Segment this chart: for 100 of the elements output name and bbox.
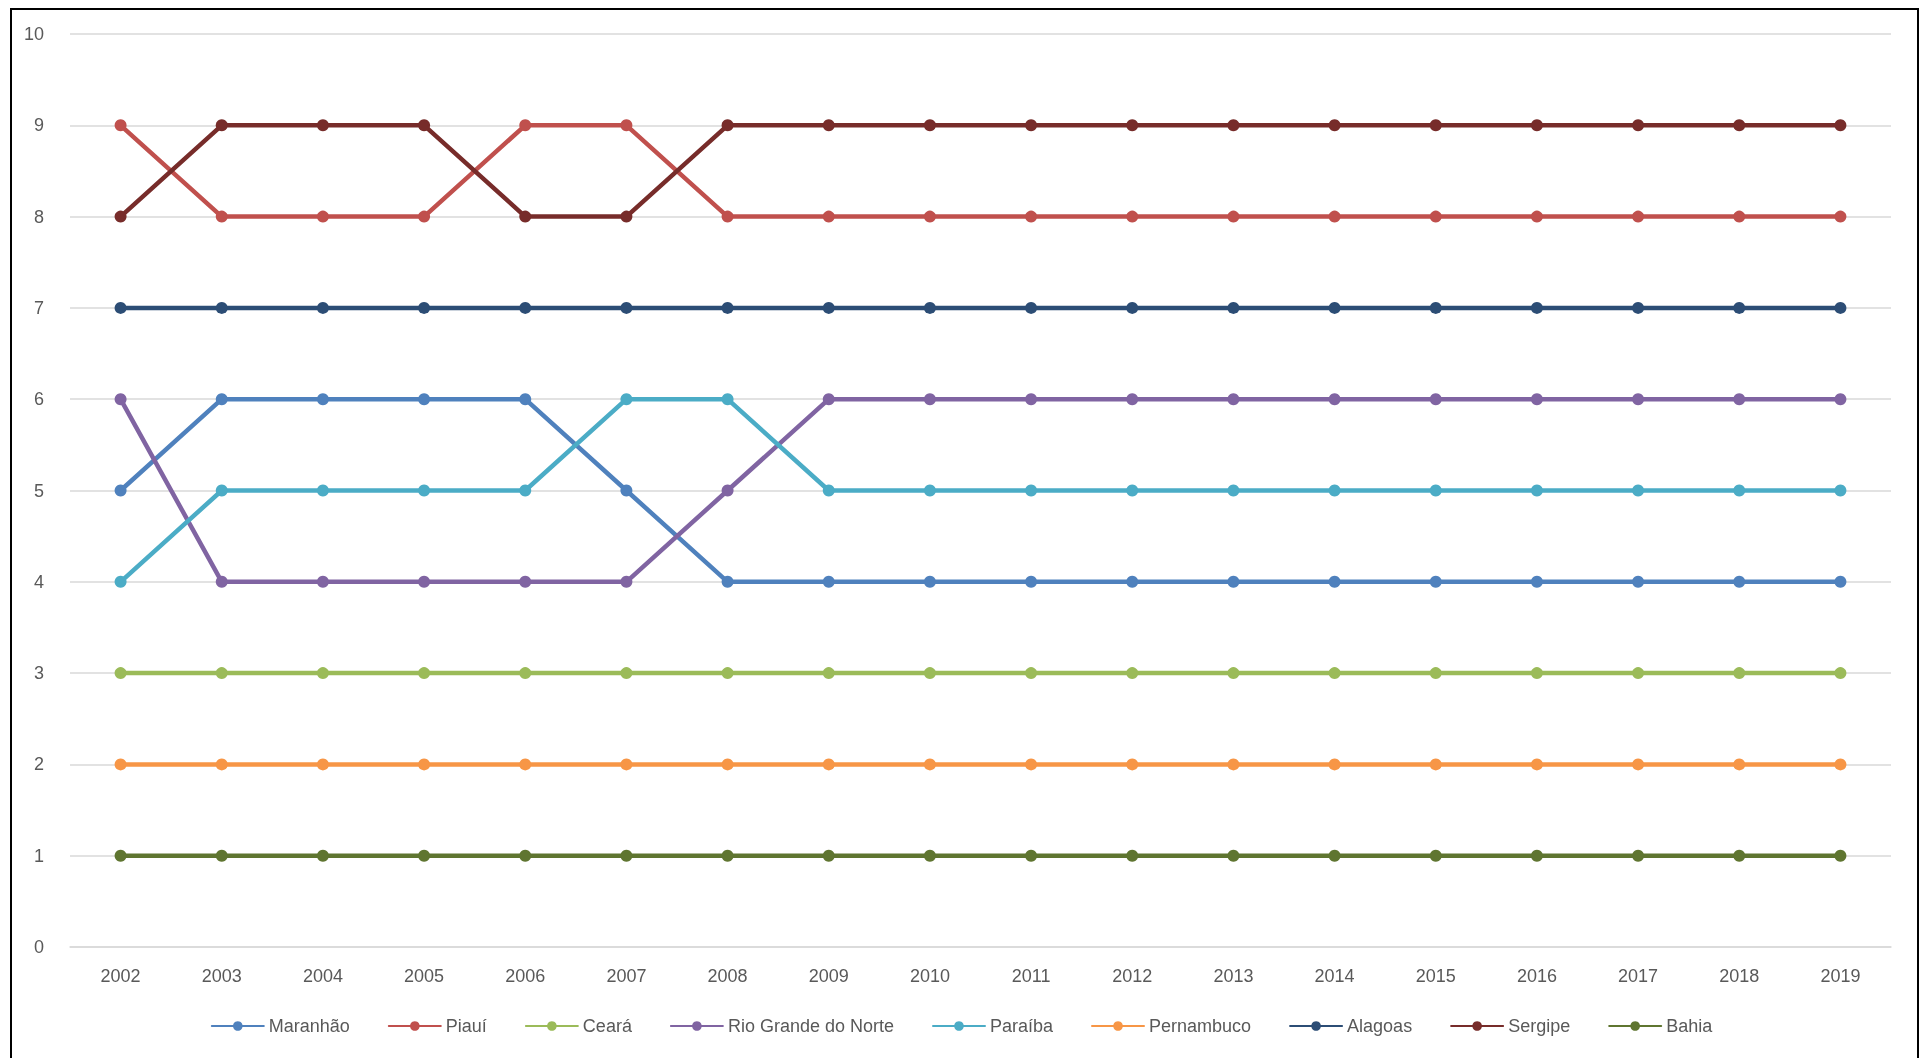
point <box>1328 667 1341 680</box>
point <box>822 484 835 497</box>
point <box>620 210 633 223</box>
point <box>1025 575 1038 588</box>
point <box>721 301 734 314</box>
point <box>418 301 431 314</box>
point <box>1328 393 1341 406</box>
point <box>418 758 431 771</box>
point <box>418 849 431 862</box>
point <box>418 575 431 588</box>
point <box>923 301 936 314</box>
point <box>923 210 936 223</box>
point <box>1632 575 1645 588</box>
point <box>1834 575 1847 588</box>
point <box>1429 758 1442 771</box>
point <box>1126 575 1139 588</box>
point <box>1025 210 1038 223</box>
x-tick-label: 2013 <box>1213 966 1254 986</box>
y-tick-label: 0 <box>33 937 44 957</box>
point <box>1429 849 1442 862</box>
point <box>1733 393 1746 406</box>
point <box>1227 758 1240 771</box>
point <box>1328 758 1341 771</box>
point <box>316 119 329 132</box>
x-tick-label: 2002 <box>100 966 141 986</box>
x-tick-label: 2011 <box>1011 966 1051 986</box>
point <box>1328 484 1341 497</box>
point <box>114 484 127 497</box>
y-tick-label: 3 <box>33 663 44 684</box>
point <box>114 849 127 862</box>
point <box>1227 484 1240 497</box>
point <box>418 667 431 680</box>
point <box>1530 575 1543 588</box>
point <box>1025 849 1038 862</box>
point <box>316 301 329 314</box>
point <box>1834 484 1847 497</box>
point <box>1328 119 1341 132</box>
x-tick-label: 2004 <box>302 966 343 986</box>
point <box>1834 119 1847 132</box>
point <box>1126 849 1139 862</box>
point <box>1126 667 1139 680</box>
point <box>215 758 228 771</box>
point <box>1834 758 1847 771</box>
y-tick-label: 4 <box>33 571 44 592</box>
point <box>519 393 532 406</box>
point <box>822 849 835 862</box>
point <box>316 393 329 406</box>
legend-label: Alagoas <box>1347 1016 1413 1036</box>
point <box>519 849 532 862</box>
point <box>1126 301 1139 314</box>
point <box>1227 849 1240 862</box>
point <box>620 301 633 314</box>
point <box>1126 484 1139 497</box>
y-tick-label: 6 <box>33 389 44 410</box>
point <box>1632 849 1645 862</box>
point <box>1429 393 1442 406</box>
point <box>316 575 329 588</box>
point <box>620 484 633 497</box>
point <box>316 210 329 223</box>
point <box>418 210 431 223</box>
point <box>822 667 835 680</box>
point <box>1632 484 1645 497</box>
point <box>822 301 835 314</box>
legend-label: Paraíba <box>989 1016 1055 1036</box>
x-tick-label: 2006 <box>505 966 546 986</box>
point <box>1328 849 1341 862</box>
point <box>721 484 734 497</box>
point <box>1227 393 1240 406</box>
point <box>215 667 228 680</box>
point <box>1632 301 1645 314</box>
x-tick-label: 2015 <box>1415 966 1456 986</box>
point <box>620 575 633 588</box>
y-tick-label: 10 <box>23 24 44 44</box>
point <box>721 667 734 680</box>
point <box>215 575 228 588</box>
legend-label: Bahia <box>1666 1016 1714 1036</box>
point <box>620 758 633 771</box>
point <box>1429 119 1442 132</box>
point <box>418 393 431 406</box>
point <box>1429 210 1442 223</box>
x-tick-label: 2007 <box>606 966 647 986</box>
point <box>1530 849 1543 862</box>
point <box>1227 575 1240 588</box>
point <box>1834 210 1847 223</box>
legend-label: Sergipe <box>1508 1016 1571 1036</box>
legend-label: Ceará <box>582 1016 633 1036</box>
point <box>519 758 532 771</box>
point <box>1530 758 1543 771</box>
point <box>1530 484 1543 497</box>
point <box>519 210 532 223</box>
y-tick-label: 7 <box>33 297 44 318</box>
point <box>1530 667 1543 680</box>
point <box>822 210 835 223</box>
x-tick-label: 2012 <box>1112 966 1153 986</box>
x-tick-label: 2016 <box>1516 966 1557 986</box>
point <box>1733 119 1746 132</box>
point <box>519 667 532 680</box>
point <box>721 393 734 406</box>
point <box>215 301 228 314</box>
point <box>1328 575 1341 588</box>
